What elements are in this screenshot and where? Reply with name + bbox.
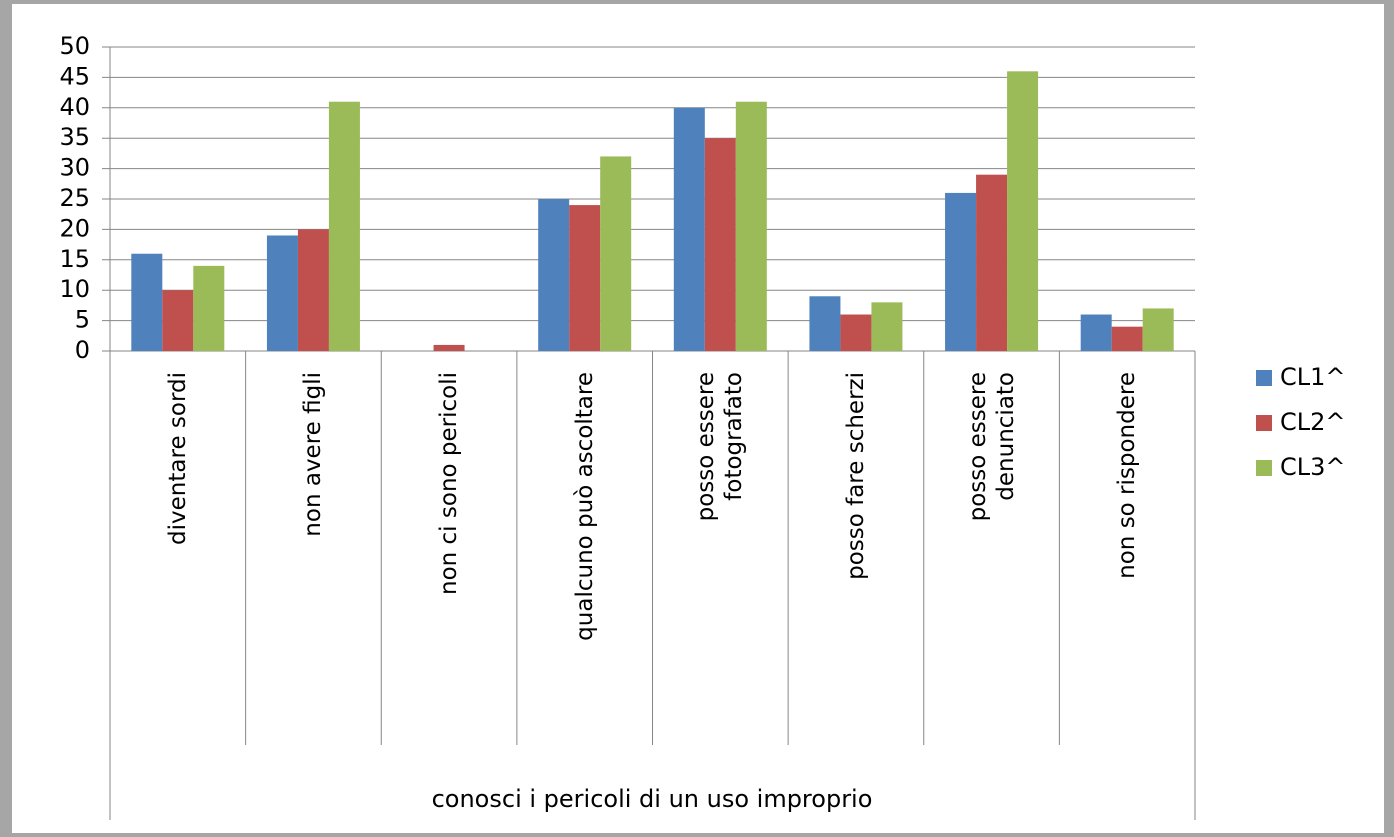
y-tick-label: 10 (59, 275, 90, 303)
y-tick-label: 45 (59, 62, 90, 90)
y-tick-label: 0 (75, 336, 90, 364)
bar (193, 265, 225, 351)
legend-label: CL1^ (1280, 363, 1346, 391)
x-tick-label: non avere figli (300, 372, 327, 537)
y-tick-label: 35 (59, 123, 90, 151)
bar (297, 229, 329, 351)
y-tick-label: 25 (59, 184, 90, 212)
x-axis-label: conosci i pericoli di un uso improprio (432, 785, 873, 813)
y-tick-label: 20 (59, 214, 90, 242)
bar (735, 101, 767, 351)
bar (538, 199, 570, 351)
bar (433, 344, 465, 351)
bar (976, 174, 1008, 351)
bar (328, 101, 360, 351)
bar (266, 235, 298, 351)
bar (871, 302, 903, 351)
bar (162, 290, 194, 351)
bar (673, 107, 705, 351)
x-tick-label: posso essere fotografato (693, 372, 748, 522)
bar (1111, 326, 1143, 351)
x-tick-label: non so rispondere (1114, 372, 1141, 579)
legend-swatch (1256, 460, 1272, 476)
bar (1142, 308, 1174, 351)
bar (1080, 314, 1112, 351)
legend-swatch (1256, 415, 1272, 431)
x-tick-label: posso essere denunciato (964, 372, 1019, 522)
bar (840, 314, 872, 351)
x-tick-label: posso fare scherzi (842, 372, 869, 580)
y-tick-label: 40 (59, 93, 90, 121)
bar (569, 205, 601, 351)
x-tick-label: diventare sordi (164, 372, 191, 545)
bar (600, 156, 632, 351)
bar (131, 253, 163, 351)
bar (704, 138, 736, 351)
legend-swatch (1256, 370, 1272, 386)
bar (1007, 71, 1039, 351)
legend-label: CL2^ (1280, 408, 1346, 436)
legend-label: CL3^ (1280, 453, 1346, 481)
y-tick-label: 50 (59, 32, 90, 60)
y-tick-label: 30 (59, 154, 90, 182)
bar (809, 296, 841, 351)
y-tick-label: 15 (59, 245, 90, 273)
y-tick-label: 5 (75, 306, 90, 334)
x-tick-label: qualcuno può ascoltare (571, 372, 598, 641)
x-tick-label: non ci sono pericoli (436, 372, 463, 595)
bar (945, 192, 977, 351)
